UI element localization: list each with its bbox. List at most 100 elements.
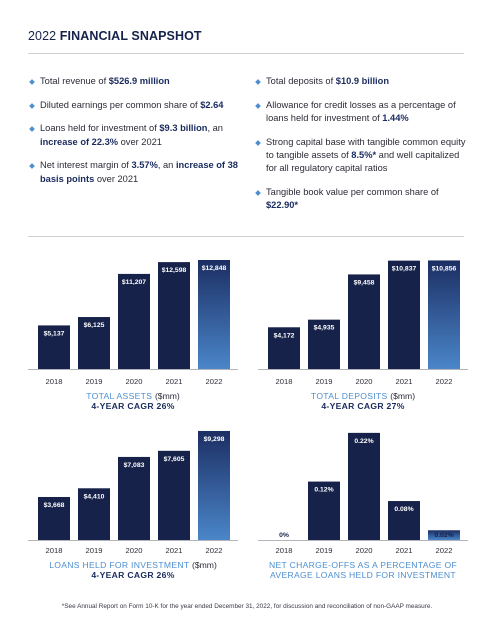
highlight-figure: 3.57% — [131, 160, 158, 171]
bar-value-label: $7,083 — [124, 462, 145, 469]
x-tick-label: 2020 — [356, 377, 373, 386]
bar-value-label: $5,137 — [44, 330, 65, 337]
bar — [308, 319, 340, 369]
highlight-text: Diluted earnings per common share of — [40, 99, 201, 110]
highlight-text: Allowance for credit losses as a percent… — [266, 99, 456, 123]
bar — [118, 456, 150, 540]
x-tick-label: 2022 — [206, 546, 223, 555]
bar — [388, 260, 420, 369]
chart-assets-caption: TOTAL ASSETS ($mm) 4-YEAR CAGR 26% — [86, 391, 180, 411]
bar-value-label: $12,598 — [162, 267, 187, 274]
highlight-figure: $526.9 million — [108, 76, 170, 86]
highlight-text: , an — [207, 123, 223, 134]
x-tick-label: 2022 — [436, 546, 453, 555]
highlight-figure: increase of 22.3% — [40, 136, 119, 147]
bar — [308, 481, 340, 540]
highlight-figure: increase of 38 basis points — [40, 160, 238, 184]
x-tick-label: 2021 — [396, 546, 413, 555]
x-tick-label: 2019 — [316, 546, 333, 555]
highlight-text: Net interest margin of — [40, 160, 132, 171]
bar — [198, 430, 230, 540]
x-tick-label: 2020 — [126, 377, 143, 386]
bar-value-label: $3,668 — [44, 502, 65, 509]
bar-value-label: 0.12% — [314, 487, 333, 494]
bar — [348, 274, 380, 369]
bar-value-label: 0.02% — [434, 532, 453, 539]
bar-value-label: $12,848 — [202, 265, 227, 272]
x-tick-label: 2021 — [396, 377, 413, 386]
highlight-item: Strong capital base with tangible common… — [255, 136, 468, 176]
highlights-right: Total deposits of $10.9 billion Allowance… — [255, 75, 468, 223]
bar — [268, 327, 300, 369]
highlight-item: Total revenue of $526.9 million — [29, 75, 240, 88]
highlight-figure: $9.3 billion — [159, 123, 208, 134]
highlight-item: Loans held for investment of $9.3 billio… — [29, 122, 240, 148]
highlight-item: Allowance for credit losses as a percent… — [255, 99, 468, 125]
highlight-item: Diluted earnings per common share of $2.… — [29, 99, 240, 112]
bar-value-label: $9,298 — [204, 436, 225, 443]
highlights-left: Total revenue of $526.9 million Diluted e… — [29, 75, 240, 196]
bar — [348, 432, 380, 540]
x-tick-label: 2022 — [206, 377, 223, 386]
bar — [198, 259, 230, 369]
bar-value-label: $9,458 — [354, 279, 375, 286]
bar-value-label: $7,605 — [164, 456, 185, 463]
bar — [38, 325, 70, 369]
highlight-item: Total deposits of $10.9 billion — [255, 75, 468, 88]
bar-value-label: $10,856 — [432, 265, 457, 272]
highlight-text: over 2021 — [118, 136, 162, 147]
bar-value-label: $10,837 — [392, 266, 417, 273]
x-tick-label: 2018 — [46, 546, 63, 555]
highlight-text: over 2021 — [94, 173, 139, 184]
x-tick-label: 2021 — [166, 546, 183, 555]
highlight-text: Loans held for investment of — [40, 123, 160, 134]
highlight-figure: 1.44% — [382, 112, 409, 123]
bar — [158, 262, 190, 369]
x-tick-label: 2019 — [86, 546, 103, 555]
highlight-figure: $10.9 billion — [335, 76, 389, 86]
bar-value-label: $4,172 — [274, 332, 295, 339]
bar — [388, 501, 420, 540]
highlight-item: Net interest margin of 3.57%, an increas… — [29, 159, 240, 185]
bar-value-label: $4,410 — [84, 493, 105, 500]
bar — [38, 496, 70, 540]
bar — [78, 488, 110, 540]
chart-deposits-caption: TOTAL DEPOSITS ($mm) 4-YEAR CAGR 27% — [310, 391, 416, 411]
highlight-text: Tangible book value per common share of — [266, 186, 439, 197]
highlight-item: Tangible book value per common share of … — [255, 186, 468, 212]
highlight-text: Total revenue of — [40, 76, 109, 86]
x-tick-label: 2020 — [126, 546, 143, 555]
bar-value-label: 0.22% — [354, 438, 373, 445]
divider-middle — [28, 236, 464, 237]
bar — [158, 450, 190, 540]
x-tick-label: 2022 — [436, 377, 453, 386]
bar-value-label: $6,125 — [84, 322, 105, 329]
x-tick-label: 2018 — [276, 546, 293, 555]
x-tick-label: 2021 — [166, 377, 183, 386]
highlight-text: and well capitalized for all regulatory … — [266, 149, 460, 174]
footnote: *See Annual Report on Form 10-K for the … — [61, 603, 433, 610]
bar-value-label: 0.08% — [394, 506, 413, 513]
x-tick-label: 2018 — [46, 377, 63, 386]
bar — [428, 530, 460, 540]
x-tick-label: 2019 — [316, 377, 333, 386]
page-title: 2022 FINANCIAL SNAPSHOT — [28, 29, 202, 43]
x-tick-label: 2018 — [276, 377, 293, 386]
divider-top — [28, 53, 464, 54]
bar-value-label: 0% — [279, 532, 289, 539]
highlight-text: , an — [157, 160, 176, 171]
x-tick-label: 2019 — [86, 377, 103, 386]
bar — [428, 260, 460, 369]
bar — [78, 317, 110, 369]
highlight-text: Strong capital base with tangible common… — [266, 136, 466, 160]
highlight-figure: 8.5%* — [351, 149, 377, 160]
x-tick-label: 2020 — [356, 546, 373, 555]
highlight-figure: $2.64 — [200, 99, 224, 110]
chart-chargeoffs-caption: NET CHARGE-OFFS AS A PERCENTAGE OF AVERA… — [269, 560, 457, 580]
bar — [118, 273, 150, 369]
highlight-text: Total deposits of — [266, 76, 336, 86]
highlight-figure: $22.90* — [266, 199, 299, 210]
bar-value-label: $4,935 — [314, 325, 335, 332]
bar-value-label: $11,207 — [122, 279, 146, 286]
